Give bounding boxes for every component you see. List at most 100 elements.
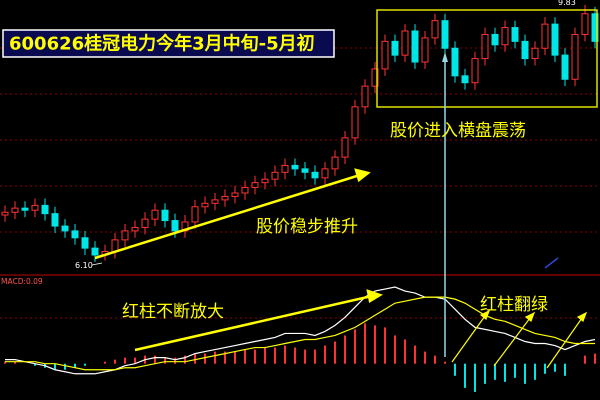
candle-body [221, 195, 229, 201]
macd-bar [294, 347, 296, 364]
candle-body [551, 23, 559, 56]
macd-bar [344, 335, 346, 364]
annotation: 股价进入横盘震荡 [390, 121, 526, 141]
candle-body [271, 171, 279, 180]
candle-body [71, 230, 79, 239]
macd-bar [354, 329, 356, 364]
candle-body [341, 137, 349, 158]
macd-bar [264, 347, 266, 364]
candle-body [531, 47, 539, 60]
macd-bar [64, 363, 66, 370]
macd-bar [544, 363, 546, 374]
trend-arrows [94, 168, 383, 352]
macd-bar [594, 353, 596, 364]
macd-bar [4, 361, 6, 364]
arrow-head [524, 311, 536, 322]
candle-body [431, 20, 439, 39]
candle-body [471, 58, 479, 84]
macd-bar [214, 351, 216, 364]
macd-bar [384, 327, 386, 364]
macd-bar [554, 363, 556, 372]
macd-bar [564, 363, 566, 376]
candle-body [201, 202, 209, 208]
candle-body [581, 13, 589, 35]
candle-body [151, 209, 159, 220]
candle-body [571, 33, 579, 80]
candle-body [191, 206, 199, 223]
macd-bar [174, 357, 176, 364]
candle-body [361, 85, 369, 108]
macd-bar [284, 345, 286, 364]
candle-body [31, 204, 39, 211]
candle-body [521, 40, 529, 60]
macd-bar [84, 363, 86, 366]
candle-body [481, 33, 489, 60]
arrow-head [354, 168, 371, 183]
macd-bar [314, 349, 316, 364]
macd-bar [434, 355, 436, 364]
high-label: 9.83 [558, 0, 576, 7]
macd-line [5, 286, 596, 375]
candle-body [41, 204, 49, 215]
candle-body [261, 178, 269, 184]
macd-bar [494, 363, 496, 380]
candle-body [121, 230, 129, 241]
candle-body [501, 27, 509, 46]
macd-bar [34, 363, 36, 366]
arrow [134, 294, 373, 352]
arrow-head [576, 311, 588, 322]
macd-bar [514, 363, 516, 378]
arrow-head [479, 309, 491, 320]
candle-body [81, 237, 89, 249]
candle-body [281, 164, 289, 173]
annotation: 红柱不断放大 [122, 302, 224, 322]
macd-bar [234, 351, 236, 364]
small-arrows [451, 309, 588, 369]
arrow [493, 317, 531, 367]
candle-body [441, 20, 449, 49]
annotation: 红柱翻绿 [480, 295, 548, 315]
macd-bar [274, 347, 276, 364]
macd-bar [164, 357, 166, 364]
macd-bar [184, 355, 186, 364]
range-box [376, 9, 598, 108]
candle-body [321, 168, 329, 179]
arrow [94, 173, 361, 260]
candle-body [591, 13, 599, 42]
candle-body [381, 40, 389, 70]
arrow-head [366, 289, 383, 303]
candle-body [51, 213, 59, 227]
candle-body [91, 247, 99, 256]
candle-body [211, 199, 219, 204]
candle-body [311, 171, 319, 179]
candle-body [1, 211, 9, 216]
macd-bar [244, 349, 246, 364]
candle-body [511, 27, 519, 42]
macd-bar [74, 363, 76, 368]
candle-body [11, 207, 19, 213]
macd-bar [204, 353, 206, 364]
marker-arrow [442, 52, 448, 62]
macd-bar [304, 349, 306, 364]
candle-body [21, 207, 29, 211]
macd-bar [484, 363, 486, 384]
candle-body [541, 23, 549, 49]
title-box [2, 29, 335, 58]
macd-bar [454, 363, 456, 376]
macd-bar [374, 325, 376, 364]
candle-body [131, 226, 139, 232]
macd-bar [104, 361, 106, 364]
candle-body [301, 168, 309, 173]
candle-body [231, 192, 239, 197]
blue-stroke [544, 257, 559, 269]
candle-body [421, 37, 429, 63]
macd-line [5, 296, 595, 371]
macd-bar [364, 323, 366, 364]
macd-bar [474, 363, 476, 392]
macd-bar [154, 355, 156, 364]
macd-bar [424, 351, 426, 364]
macd-bar [404, 339, 406, 364]
price-panel [1, 4, 599, 262]
